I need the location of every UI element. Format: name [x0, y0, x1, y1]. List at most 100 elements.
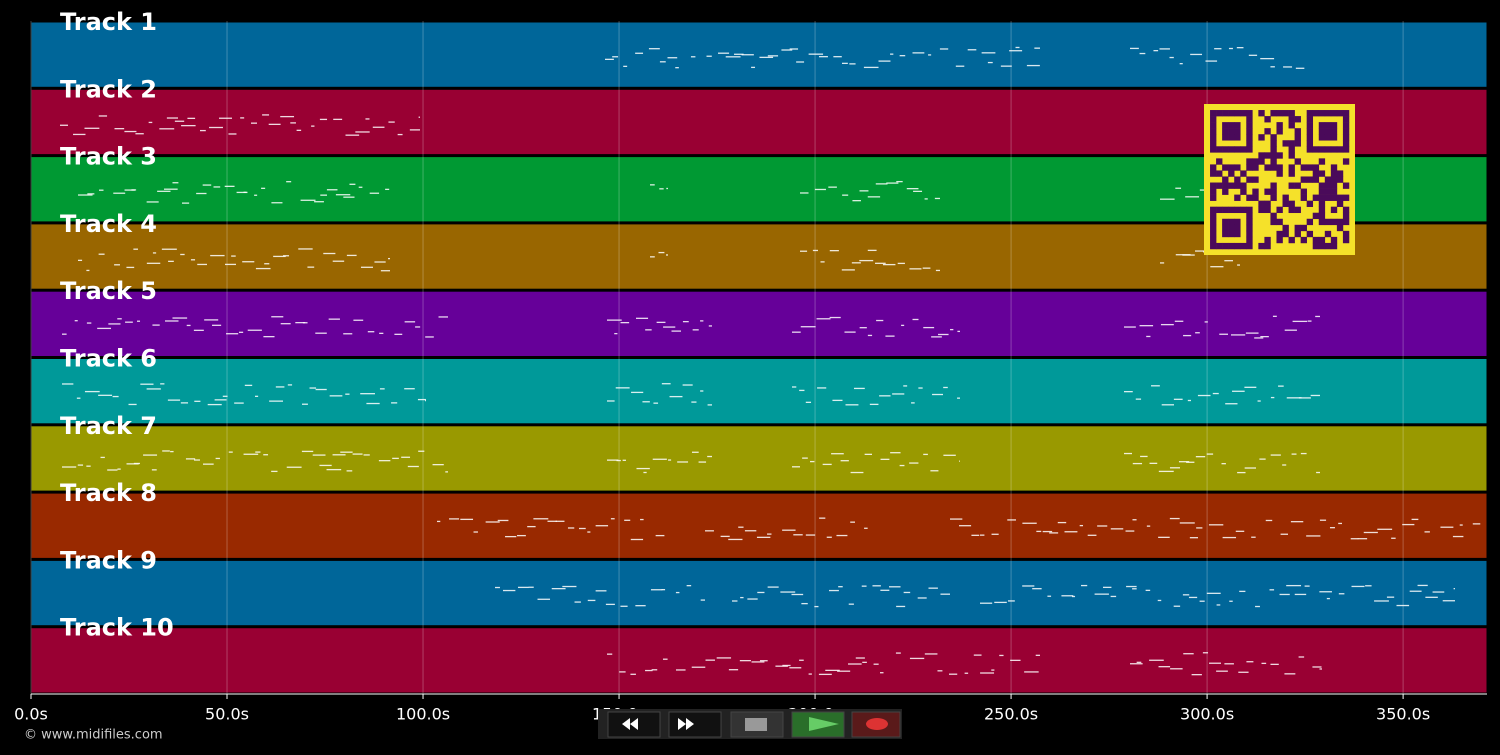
track-label: Track 4: [60, 210, 157, 238]
qr-module: [1300, 176, 1307, 183]
qr-module: [1252, 158, 1259, 165]
qr-module: [1330, 110, 1338, 117]
rewind-button[interactable]: [607, 711, 661, 738]
qr-module: [1228, 128, 1235, 135]
qr-module: [1294, 182, 1301, 189]
qr-module: [1330, 176, 1338, 183]
qr-module: [1288, 170, 1295, 177]
qr-module: [1318, 212, 1326, 220]
qr-module: [1216, 158, 1223, 165]
track-label: Track 8: [60, 479, 157, 507]
credit: © www.midifiles.com: [24, 728, 163, 743]
qr-module: [1222, 224, 1229, 232]
track-label: Track 9: [60, 546, 157, 574]
qr-module: [1282, 194, 1289, 201]
qr-module: [1234, 218, 1241, 226]
track-lane: [30, 21, 1488, 88]
qr-module: [1306, 122, 1314, 129]
stop-button[interactable]: [730, 711, 784, 738]
qr-module: [1270, 188, 1277, 195]
qr-module: [1270, 164, 1277, 171]
qr-module: [1330, 164, 1338, 171]
qr-module: [1210, 146, 1217, 153]
qr-module: [1246, 122, 1253, 129]
track-labels: Track 1 Track 2 Track 3 Track 4 Track 5 Track…: [60, 8, 174, 642]
forward-button[interactable]: [668, 711, 722, 738]
qr-module: [1216, 170, 1223, 177]
qr-module: [1222, 188, 1229, 195]
qr-module: [1264, 152, 1271, 159]
qr-module: [1324, 218, 1332, 226]
qr-module: [1270, 212, 1277, 220]
qr-module: [1312, 164, 1320, 171]
qr-module: [1222, 218, 1229, 226]
qr-module: [1306, 116, 1314, 123]
track-label: Track 5: [60, 277, 157, 305]
qr-module: [1306, 110, 1314, 117]
qr-module: [1318, 200, 1326, 207]
qr-module: [1234, 230, 1241, 238]
qr-module: [1342, 116, 1350, 123]
qr-module: [1330, 218, 1338, 226]
qr-module: [1210, 140, 1217, 147]
qr-module: [1324, 128, 1332, 135]
qr-module: [1228, 206, 1235, 214]
qr-module: [1210, 164, 1217, 171]
qr-module: [1210, 116, 1217, 123]
qr-module: [1240, 188, 1247, 195]
qr-module: [1222, 164, 1229, 171]
qr-module: [1294, 158, 1301, 165]
qr-module: [1228, 218, 1235, 226]
qr-module: [1234, 182, 1241, 189]
qr-module: [1300, 188, 1307, 195]
qr-module: [1306, 230, 1314, 238]
qr-module: [1228, 242, 1235, 250]
qr-module: [1342, 194, 1350, 201]
qr-module: [1330, 206, 1338, 214]
x-tick-label: 50.0s: [205, 705, 249, 724]
qr-module: [1234, 224, 1241, 232]
qr-module: [1210, 212, 1217, 220]
qr-module: [1216, 146, 1223, 153]
qr-module: [1336, 218, 1344, 226]
qr-module: [1288, 200, 1295, 207]
qr-module: [1306, 128, 1314, 135]
qr-module: [1246, 116, 1253, 123]
qr-module: [1288, 164, 1295, 171]
qr-module: [1288, 152, 1295, 159]
qr-module: [1270, 146, 1277, 153]
qr-module: [1324, 110, 1332, 117]
record-button[interactable]: [851, 711, 901, 738]
qr-module: [1240, 206, 1247, 214]
qr-module: [1222, 128, 1229, 135]
qr-module: [1288, 236, 1295, 244]
qr-module: [1246, 194, 1253, 201]
track-label: Track 6: [60, 345, 157, 373]
qr-module: [1270, 194, 1277, 201]
qr-module: [1336, 194, 1344, 201]
qr-module: [1258, 152, 1265, 159]
qr-module: [1228, 164, 1235, 171]
qr-module: [1306, 176, 1314, 183]
play-button[interactable]: [791, 711, 845, 738]
qr-module: [1270, 158, 1277, 165]
qr-module: [1246, 236, 1253, 244]
qr-module: [1270, 218, 1277, 226]
qr-module: [1294, 140, 1301, 147]
qr-module: [1270, 152, 1277, 159]
qr-module: [1294, 230, 1301, 238]
qr-module: [1342, 110, 1350, 117]
qr-module: [1210, 230, 1217, 238]
qr-module: [1330, 122, 1338, 129]
grid: [30, 21, 1404, 694]
qr-module: [1312, 146, 1320, 153]
qr-module: [1270, 134, 1277, 141]
qr-module: [1276, 152, 1283, 159]
qr-module: [1312, 242, 1320, 250]
qr-module: [1222, 176, 1229, 183]
qr-module: [1312, 236, 1320, 244]
qr-module: [1324, 182, 1332, 189]
qr-module: [1336, 224, 1344, 232]
